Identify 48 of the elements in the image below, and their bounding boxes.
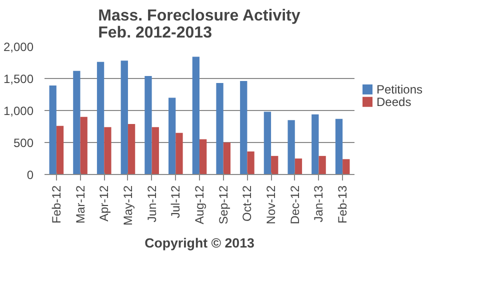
x-tick-label: Nov-12 <box>264 185 278 224</box>
bar <box>200 139 207 174</box>
x-tick-label: Feb-13 <box>336 185 350 224</box>
bar <box>342 159 350 174</box>
bar <box>80 116 88 174</box>
bar <box>288 120 295 174</box>
bar <box>294 158 302 174</box>
y-tick-label: 0 <box>26 168 34 182</box>
bar <box>56 126 64 174</box>
bar <box>120 60 128 174</box>
bar <box>176 132 183 174</box>
bar <box>318 156 326 174</box>
bar <box>216 82 224 174</box>
y-tick-label: 500 <box>13 136 34 150</box>
bar <box>49 86 56 174</box>
bar <box>271 156 278 174</box>
x-tick-label: Mar-12 <box>73 185 88 224</box>
x-tick-label: Dec-12 <box>288 185 302 224</box>
x-tick-label: May-12 <box>120 185 135 226</box>
bar <box>240 81 248 174</box>
bar <box>104 127 112 174</box>
y-tick-label: 1,500 <box>3 72 34 86</box>
bar <box>312 114 319 174</box>
legend-label: Deeds <box>376 94 412 109</box>
bar <box>73 70 80 174</box>
x-tick-label: Sep-12 <box>216 185 230 224</box>
bar <box>264 112 272 174</box>
text: Copyright © 2013 <box>144 236 254 250</box>
chart-title: Mass. Foreclosure Activity Feb. 2012-2013 <box>98 8 300 42</box>
x-tick-label: Jun-12 <box>144 185 159 222</box>
x-tick-label: Oct-12 <box>240 185 254 222</box>
y-tick-label: 1,000 <box>3 104 34 118</box>
bar <box>247 151 254 174</box>
bar <box>152 127 159 174</box>
bar <box>192 56 200 174</box>
bar <box>168 98 176 174</box>
x-tick-label: Jan-13 <box>312 185 326 222</box>
y-tick-label: 2,000 <box>3 40 34 54</box>
x-tick-label: Jul-12 <box>168 185 183 218</box>
bar <box>335 118 343 174</box>
x-tick-label: Feb-12 <box>49 185 64 224</box>
legend-label: Petitions <box>376 82 423 96</box>
bar <box>96 62 104 174</box>
bar <box>144 76 152 174</box>
x-tick-label: Apr-12 <box>97 185 112 222</box>
bar <box>128 124 136 174</box>
x-tick-label: Aug-12 <box>192 185 206 224</box>
bar <box>223 142 230 174</box>
